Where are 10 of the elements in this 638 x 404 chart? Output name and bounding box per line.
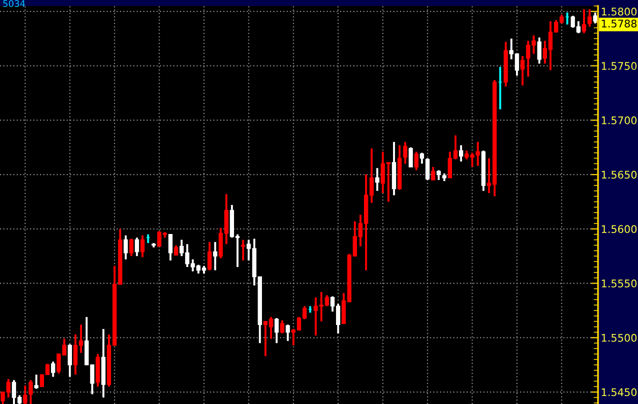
annotation: 5034	[3, 0, 26, 7]
y-tick-label: 1.5500	[602, 334, 637, 342]
annotation: 1.5788	[602, 20, 637, 28]
y-tick-label: 1.5750	[602, 62, 637, 70]
y-tick-label: 1.5650	[602, 170, 637, 179]
y-tick-label: 1.5550	[602, 280, 637, 288]
y-tick-label: 1.5700	[602, 116, 637, 124]
y-tick-label: 1.5600	[602, 225, 637, 234]
y-tick-label: 1.5800	[602, 8, 637, 16]
y-tick-label: 1.5450	[602, 388, 637, 396]
